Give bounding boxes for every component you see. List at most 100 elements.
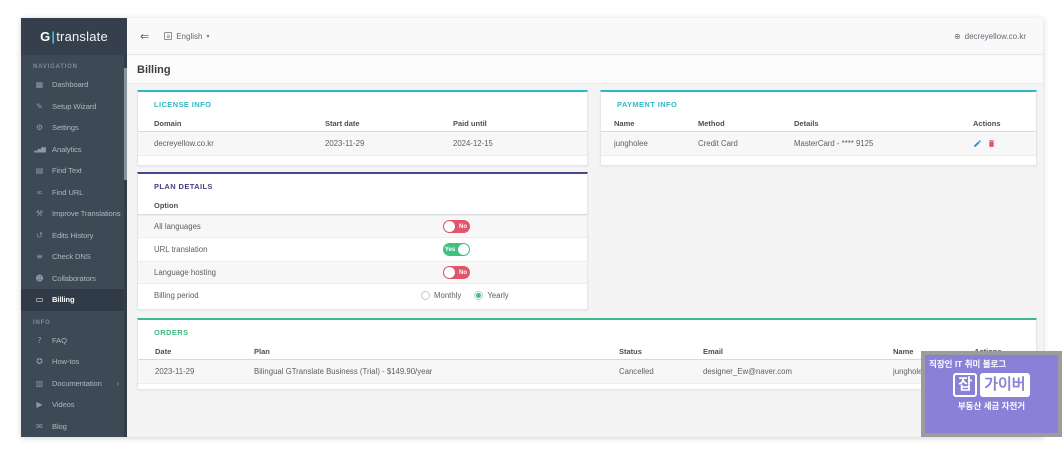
plan-row-language-hosting: Language hosting No <box>138 261 587 284</box>
sidebar-item-videos[interactable]: ▶ Videos <box>21 394 127 416</box>
payment-info-title: PAYMENT INFO <box>617 100 678 109</box>
column-header: Status <box>619 346 642 356</box>
sidebar-item-analytics[interactable]: ▂▄▆ Analytics <box>21 139 127 161</box>
sidebar-item-edits-history[interactable]: ↺ Edits History <box>21 225 127 247</box>
payment-info-card: PAYMENT INFO Name Method Details Actions… <box>600 90 1037 166</box>
language-hosting-toggle[interactable]: No <box>443 266 470 279</box>
billing-yearly-radio[interactable]: Yearly <box>474 291 509 300</box>
sidebar-item-faq[interactable]: ? FAQ <box>21 330 127 352</box>
column-header: Date <box>155 346 172 356</box>
sidebar-scrollbar[interactable] <box>124 55 127 437</box>
plan-option-label: Billing period <box>154 291 199 300</box>
license-table-row: decreyellow.co.kr 2023-11-29 2024-12-15 <box>138 132 587 156</box>
order-plan: Bilingual GTranslate Business (Trial) - … <box>254 367 433 376</box>
payment-actions <box>973 139 1036 148</box>
column-header: Email <box>703 346 724 356</box>
account-domain-menu[interactable]: ⊕ decreyellow.co.kr <box>954 32 1026 41</box>
toggle-state-label: No <box>459 269 467 276</box>
order-email: designer_Ew@naver.com <box>703 367 792 376</box>
ad-bottom-line: 부동산 세금 자전거 <box>957 401 1026 411</box>
sidebar-item-blog[interactable]: ✉ Blog <box>21 416 127 438</box>
column-header: Start date <box>325 118 360 128</box>
plan-option-label: All languages <box>154 222 201 231</box>
plan-details-title: PLAN DETAILS <box>154 182 213 191</box>
sidebar-item-label: Billing <box>52 295 75 305</box>
ad-badges: 잡 가이버 <box>925 373 1058 397</box>
sidebar-item-check-dns[interactable]: ≡ Check DNS <box>21 246 127 268</box>
sidebar-item-label: Blog <box>52 421 67 431</box>
order-name: jungholee <box>893 367 927 376</box>
brand-name: translate <box>56 29 108 44</box>
ad-badge-left: 잡 <box>953 373 978 397</box>
ad-badge-right: 가이버 <box>980 373 1030 397</box>
sidebar-item-improve-translations[interactable]: ⚒ Improve Translations <box>21 203 127 225</box>
order-date: 2023-11-29 <box>155 367 195 376</box>
sidebar-item-how-tos[interactable]: ✪ How-tos <box>21 351 127 373</box>
credit-card-icon: ▭ <box>35 295 44 305</box>
sidebar-item-find-url[interactable]: ∞ Find URL <box>21 182 127 204</box>
sidebar-item-collaborators[interactable]: ☻ Collaborators <box>21 268 127 290</box>
sidebar-item-label: How-tos <box>52 357 80 367</box>
license-info-title: LICENSE INFO <box>154 100 212 109</box>
sidebar-scrollbar-thumb[interactable] <box>124 68 127 180</box>
plan-row-all-languages: All languages No <box>138 215 587 238</box>
sidebar-item-label: Collaborators <box>52 273 96 283</box>
radio-circle <box>421 291 430 300</box>
dashboard-icon: ▦ <box>35 80 44 90</box>
brand-g: G <box>40 29 51 44</box>
column-header: Name <box>893 346 914 356</box>
billing-monthly-radio[interactable]: Monthly <box>421 291 461 300</box>
edit-payment-button[interactable] <box>973 139 982 148</box>
bar-chart-icon: ▂▄▆ <box>34 145 46 153</box>
info-section-label: INFO <box>33 319 51 326</box>
sidebar-collapse-button[interactable]: ⇐ <box>140 29 150 43</box>
sidebar-item-find-text[interactable]: ▤ Find Text <box>21 160 127 182</box>
toggle-knob <box>444 267 455 278</box>
delete-payment-button[interactable] <box>987 139 996 148</box>
gear-icon: ⚙ <box>35 123 44 133</box>
sidebar-item-settings[interactable]: ⚙ Settings <box>21 117 127 139</box>
plan-row-url-translation: URL translation Yes <box>138 238 587 261</box>
plan-option-header: Option <box>138 197 587 215</box>
toggle-state-label: No <box>459 223 467 230</box>
orders-table-row: 2023-11-29 Bilingual GTranslate Business… <box>138 360 1036 384</box>
all-languages-toggle[interactable]: No <box>443 220 470 233</box>
sidebar-item-billing[interactable]: ▭ Billing <box>21 289 127 311</box>
chevron-right-icon: › <box>116 378 119 388</box>
nav-section-label: NAVIGATION <box>33 64 78 70</box>
ad-top-line: 직장인 IT 취미 블로그 <box>929 359 1007 369</box>
gtranslate-dashboard-window: G | translate NAVIGATION ▦ Dashboard ✎ Set… <box>21 18 1043 437</box>
payment-name: jungholee <box>614 139 648 148</box>
sidebar-item-label: Videos <box>52 400 75 410</box>
orders-title: ORDERS <box>154 328 189 337</box>
license-domain: decreyellow.co.kr <box>154 139 214 148</box>
toggle-knob <box>444 221 455 232</box>
sidebar-item-dashboard[interactable]: ▦ Dashboard <box>21 74 127 96</box>
payment-table-row: jungholee Credit Card MasterCard - **** … <box>601 132 1036 156</box>
sidebar-item-setup-wizard[interactable]: ✎ Setup Wizard <box>21 96 127 118</box>
radio-label: Yearly <box>487 291 509 300</box>
people-icon: ☻ <box>35 273 44 283</box>
plan-details-card: PLAN DETAILS Option All languages No URL… <box>137 172 588 310</box>
column-header: Paid until <box>453 118 487 128</box>
translate-icon: a <box>164 32 173 40</box>
sidebar-item-label: Edits History <box>52 230 94 240</box>
order-status: Cancelled <box>619 367 654 376</box>
graduation-cap-icon: ✪ <box>36 357 43 367</box>
sidebar-item-documentation[interactable]: ▥ Documentation › <box>21 373 127 395</box>
page-title: Billing <box>137 64 171 76</box>
sidebar-item-label: Documentation <box>52 378 102 388</box>
sidebar-item-label: Settings <box>52 123 79 133</box>
sidebar-item-label: FAQ <box>52 335 67 345</box>
brand-logo[interactable]: G | translate <box>21 18 127 55</box>
promo-overlay-ad[interactable]: 직장인 IT 취미 블로그 잡 가이버 부동산 세금 자전거 <box>921 351 1062 437</box>
license-table-header: Domain Start date Paid until <box>138 115 587 132</box>
language-label: English <box>176 31 203 41</box>
url-translation-toggle[interactable]: Yes <box>443 243 470 256</box>
sidebar-item-label: Find Text <box>52 166 82 176</box>
sidebar-item-label: Improve Translations <box>52 209 121 219</box>
language-dropdown[interactable]: a English ▾ <box>164 32 209 41</box>
license-info-card: LICENSE INFO Domain Start date Paid unti… <box>137 90 588 166</box>
toggle-state-label: Yes <box>444 246 456 253</box>
